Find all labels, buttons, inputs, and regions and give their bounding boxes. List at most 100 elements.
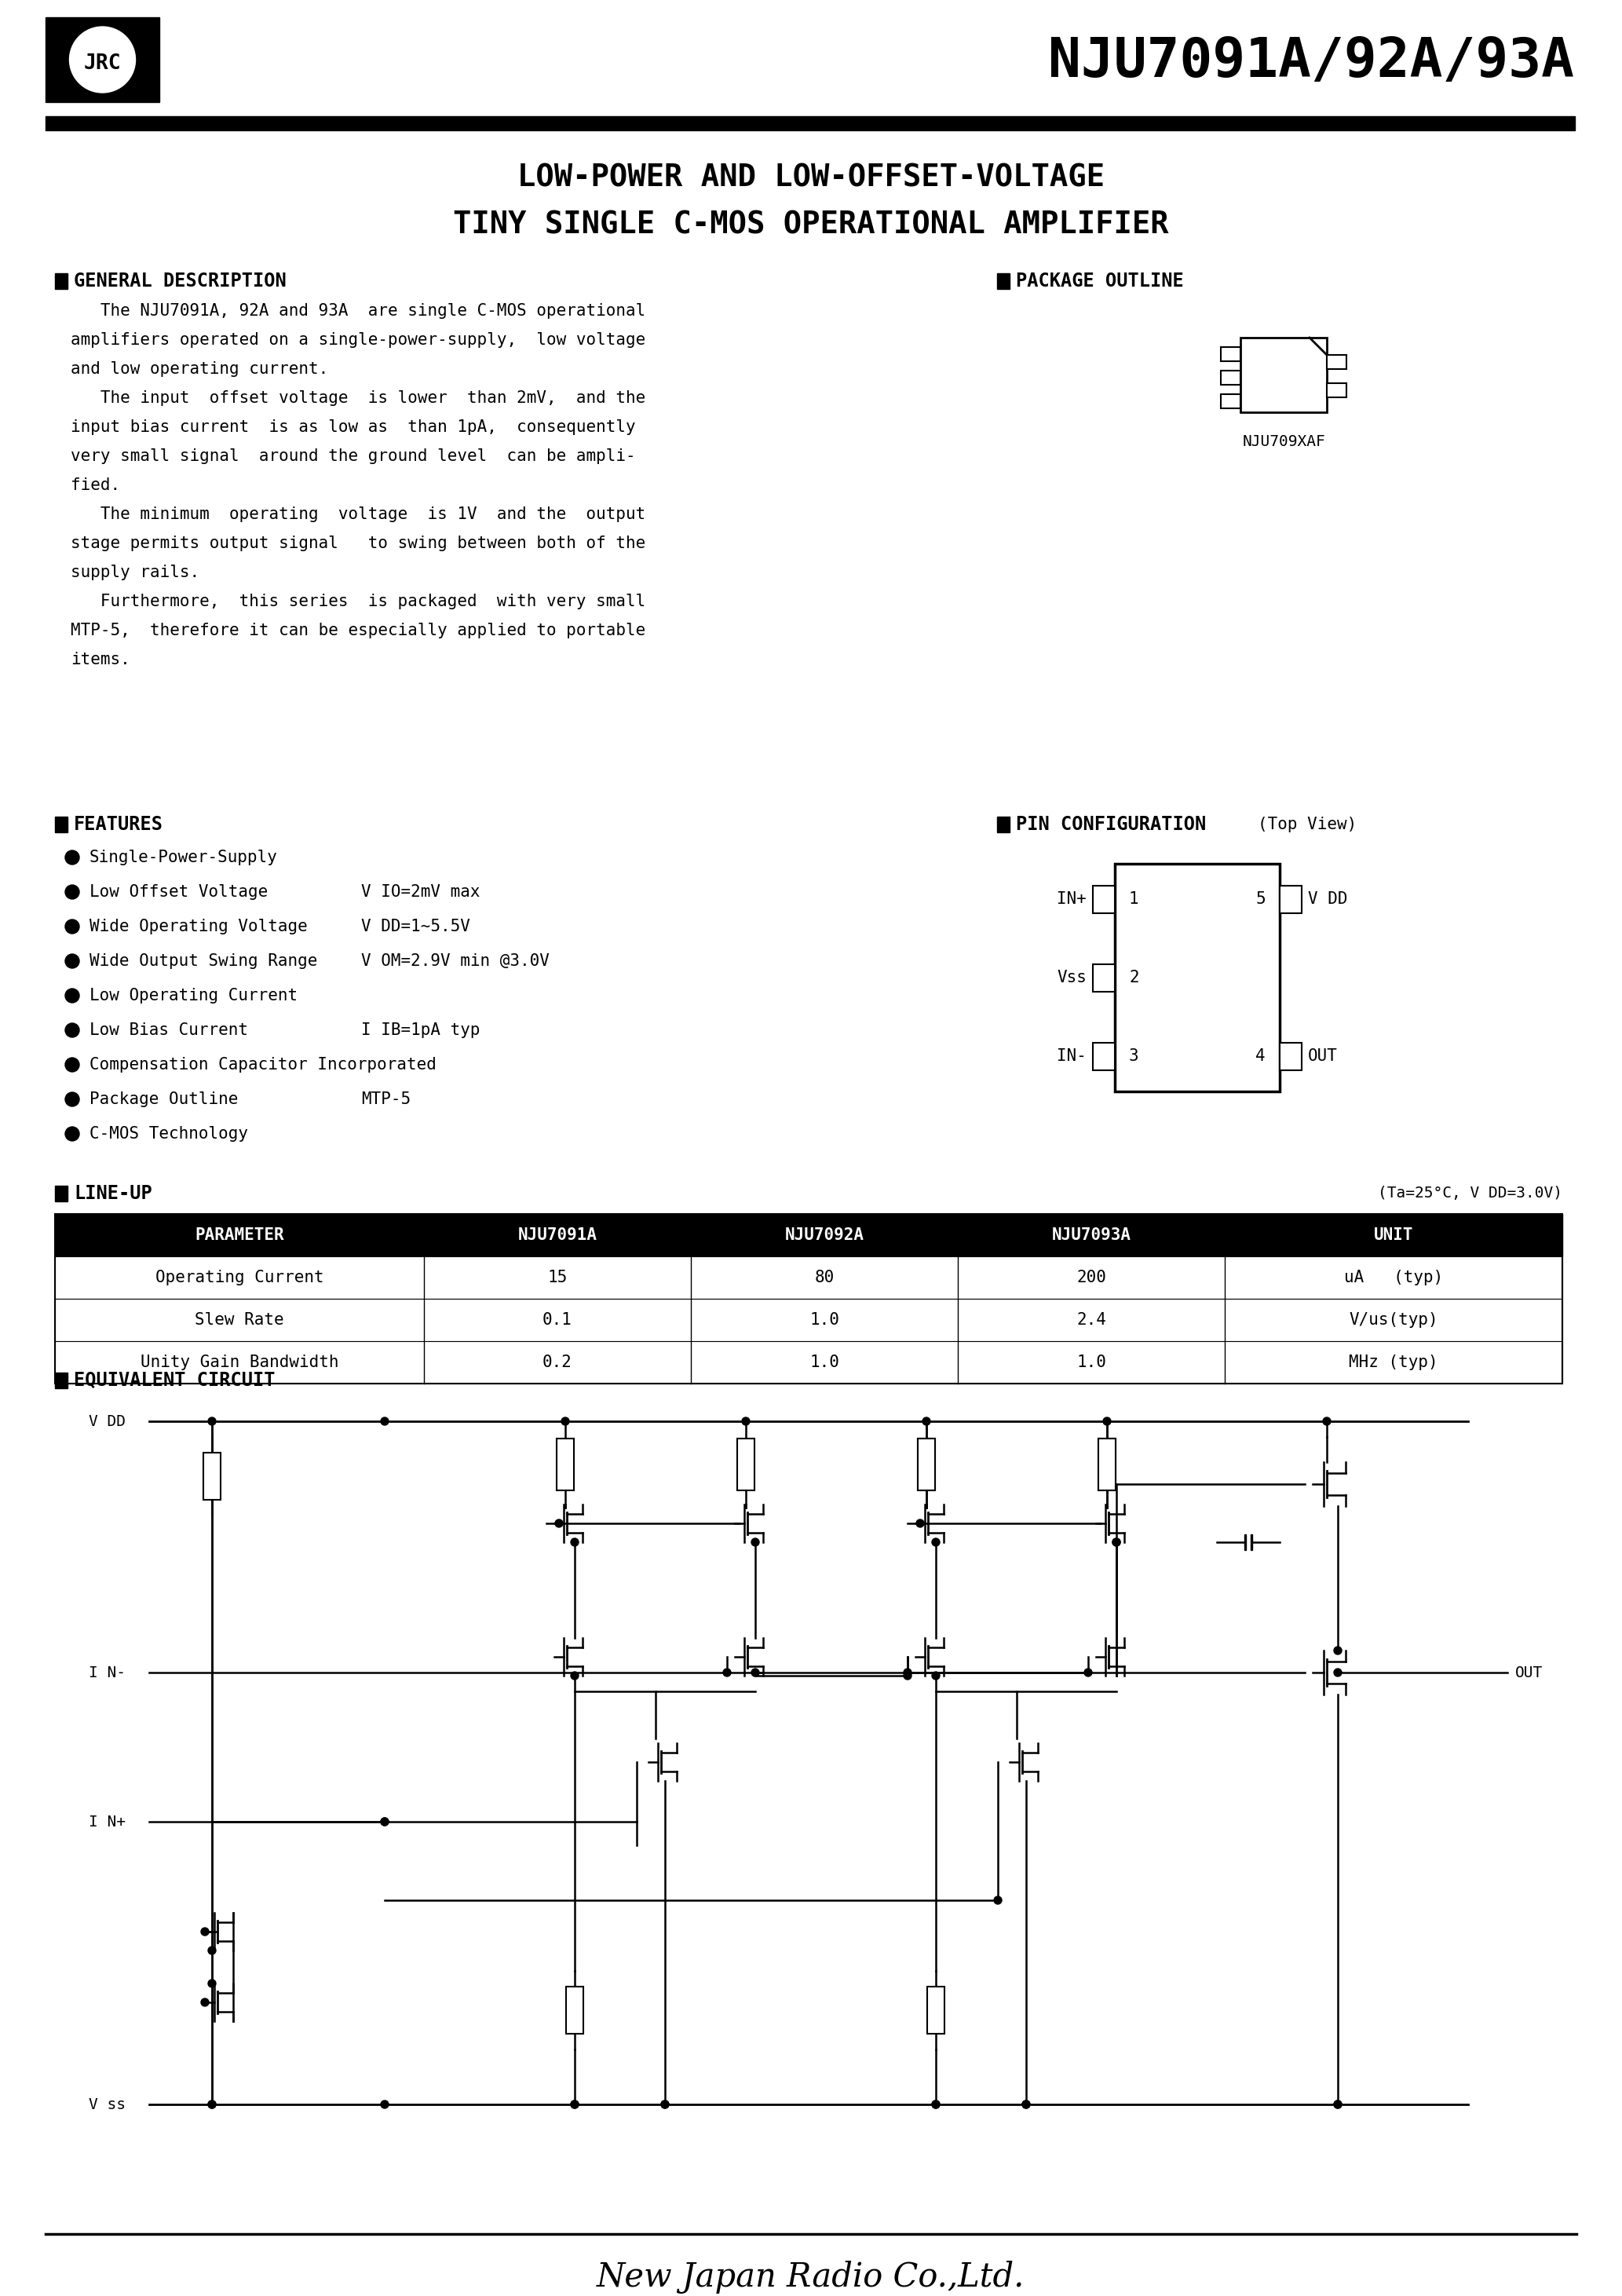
Circle shape [208, 2101, 216, 2108]
Text: 1.0: 1.0 [809, 1355, 839, 1371]
Text: MTP-5,  therefore it can be especially applied to portable: MTP-5, therefore it can be especially ap… [71, 622, 646, 638]
Bar [1327, 356, 1346, 370]
Circle shape [65, 1058, 79, 1072]
Text: 1: 1 [1129, 891, 1139, 907]
Text: EQUIVALENT CIRCUIT: EQUIVALENT CIRCUIT [73, 1371, 276, 1389]
Text: NJU7091A: NJU7091A [517, 1228, 597, 1242]
Text: FEATURES: FEATURES [73, 815, 164, 833]
Text: NJU709XAF: NJU709XAF [1242, 434, 1325, 450]
Bar [55, 273, 68, 289]
Text: New Japan Radio Co.,Ltd.: New Japan Radio Co.,Ltd. [597, 2262, 1025, 2294]
Bar [55, 1373, 68, 1389]
Text: JRC: JRC [84, 53, 122, 73]
Bar [918, 1440, 934, 1490]
Circle shape [65, 884, 79, 900]
Bar [918, 1440, 934, 1490]
Circle shape [208, 2101, 216, 2108]
Text: Furthermore,  this series  is packaged  with very small: Furthermore, this series is packaged wit… [71, 595, 646, 608]
Circle shape [1324, 1417, 1330, 1426]
Circle shape [933, 2101, 939, 2108]
Text: 80: 80 [814, 1270, 834, 1286]
Text: 200: 200 [1077, 1270, 1106, 1286]
Text: 0.1: 0.1 [542, 1311, 573, 1327]
Text: (Top View): (Top View) [1257, 817, 1358, 833]
Bar [1098, 1440, 1116, 1490]
Circle shape [381, 1818, 389, 1825]
Bar [556, 1440, 574, 1490]
Circle shape [208, 1979, 216, 1988]
Circle shape [1113, 1538, 1121, 1545]
Bar [1280, 1042, 1302, 1070]
Text: amplifiers operated on a single-power-supply,  low voltage: amplifiers operated on a single-power-su… [71, 333, 646, 349]
Bar [928, 1986, 944, 2034]
Text: UNIT: UNIT [1374, 1228, 1413, 1242]
Text: 1.0: 1.0 [1077, 1355, 1106, 1371]
Circle shape [381, 1818, 389, 1825]
Bar [45, 18, 159, 101]
Text: 0.2: 0.2 [542, 1355, 573, 1371]
Circle shape [1333, 2101, 1341, 2108]
Text: Low Offset Voltage: Low Offset Voltage [89, 884, 268, 900]
Bar [55, 1341, 1562, 1384]
Text: IN-: IN- [1058, 1049, 1087, 1063]
Circle shape [933, 1671, 939, 1681]
Text: GENERAL DESCRIPTION: GENERAL DESCRIPTION [73, 271, 287, 292]
Circle shape [1022, 2101, 1030, 2108]
Circle shape [1113, 1538, 1121, 1545]
Circle shape [1022, 2101, 1030, 2108]
Bar [1114, 863, 1280, 1091]
Text: LOW-POWER AND LOW-OFFSET-VOLTAGE: LOW-POWER AND LOW-OFFSET-VOLTAGE [517, 163, 1105, 193]
Circle shape [65, 1127, 79, 1141]
Text: NJU7092A: NJU7092A [785, 1228, 865, 1242]
Text: Slew Rate: Slew Rate [195, 1311, 284, 1327]
Bar [1280, 886, 1302, 914]
Circle shape [923, 1417, 931, 1426]
Circle shape [662, 2101, 668, 2108]
Text: MTP-5: MTP-5 [362, 1091, 410, 1107]
Circle shape [994, 1896, 1002, 1903]
Circle shape [65, 1093, 79, 1107]
Text: IN+: IN+ [1058, 891, 1087, 907]
Text: and low operating current.: and low operating current. [71, 360, 328, 377]
Bar [1221, 370, 1241, 386]
Circle shape [1083, 1669, 1092, 1676]
Text: very small signal  around the ground level  can be ampli-: very small signal around the ground leve… [71, 448, 636, 464]
Bar [55, 1300, 1562, 1341]
Circle shape [662, 2101, 668, 2108]
Text: items.: items. [71, 652, 130, 668]
Text: V/us(typ): V/us(typ) [1350, 1311, 1439, 1327]
Text: The input  offset voltage  is lower  than 2mV,  and the: The input offset voltage is lower than 2… [71, 390, 646, 406]
Circle shape [723, 1669, 732, 1676]
Text: NJU7091A/92A/93A: NJU7091A/92A/93A [1048, 34, 1573, 87]
Text: Unity Gain Bandwidth: Unity Gain Bandwidth [141, 1355, 339, 1371]
Text: stage permits output signal   to swing between both of the: stage permits output signal to swing bet… [71, 535, 646, 551]
Text: V ss: V ss [89, 2096, 125, 2112]
Text: PIN CONFIGURATION: PIN CONFIGURATION [1015, 815, 1207, 833]
Text: Compensation Capacitor Incorporated: Compensation Capacitor Incorporated [89, 1056, 436, 1072]
Circle shape [1333, 1646, 1341, 1655]
Text: MHz (typ): MHz (typ) [1350, 1355, 1439, 1371]
Circle shape [381, 1417, 389, 1426]
Text: 4: 4 [1255, 1049, 1265, 1063]
Text: The NJU7091A, 92A and 93A  are single C-MOS operational: The NJU7091A, 92A and 93A are single C-M… [71, 303, 646, 319]
Bar [1241, 338, 1327, 413]
Text: Wide Operating Voltage: Wide Operating Voltage [89, 918, 308, 934]
Circle shape [571, 2101, 579, 2108]
Circle shape [208, 1417, 216, 1426]
Text: 2.4: 2.4 [1077, 1311, 1106, 1327]
Text: Wide Output Swing Range: Wide Output Swing Range [89, 953, 318, 969]
Circle shape [208, 1947, 216, 1954]
Text: Operating Current: Operating Current [156, 1270, 324, 1286]
Bar [45, 117, 1575, 131]
Text: 1.0: 1.0 [809, 1311, 839, 1327]
Text: fied.: fied. [71, 478, 120, 494]
Circle shape [201, 1998, 209, 2007]
Text: input bias current  is as low as  than 1pA,  consequently: input bias current is as low as than 1pA… [71, 420, 636, 434]
Text: Low Operating Current: Low Operating Current [89, 987, 298, 1003]
Bar [55, 1256, 1562, 1300]
Circle shape [933, 1538, 939, 1545]
Circle shape [1333, 2101, 1341, 2108]
Bar [1221, 395, 1241, 409]
Circle shape [65, 850, 79, 866]
Bar [1098, 1440, 1116, 1490]
